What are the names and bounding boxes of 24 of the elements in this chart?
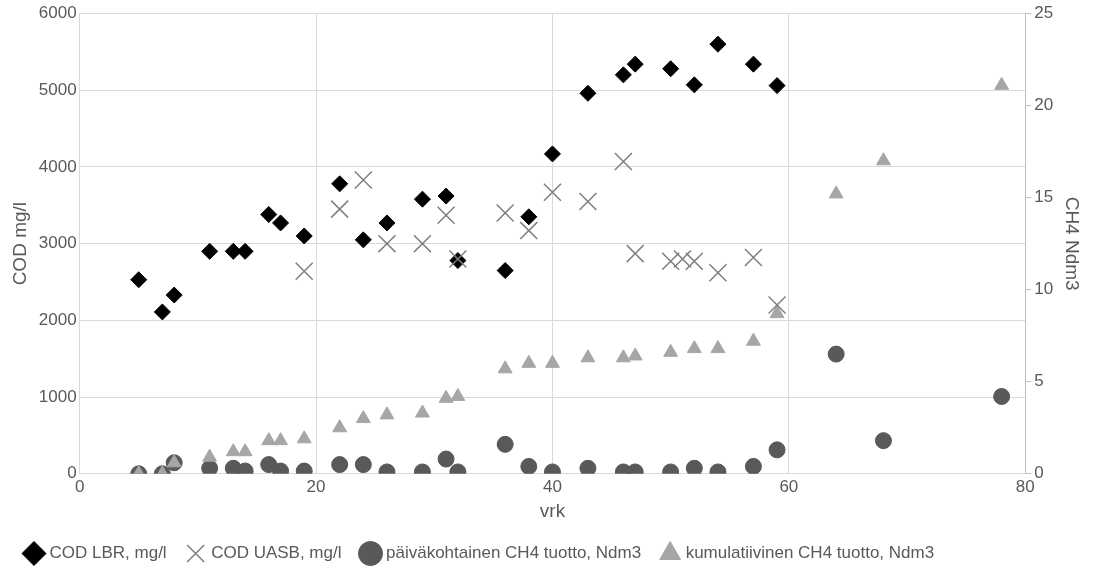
legend-label: kumulatiivinen CH4 tuotto, Ndm3 bbox=[685, 543, 935, 563]
legend-label: COD UASB, mg/l bbox=[211, 543, 342, 563]
y-tick-label: 1000 bbox=[38, 386, 77, 406]
legend-label: päiväkohtainen CH4 tuotto, Ndm3 bbox=[385, 543, 642, 563]
x-axis-title: vrk bbox=[539, 499, 566, 521]
y2-tick-label: 20 bbox=[1034, 95, 1054, 115]
y2-tick-label: 25 bbox=[1034, 3, 1054, 23]
y2-tick-label: 10 bbox=[1034, 279, 1054, 299]
legend-label: COD LBR, mg/l bbox=[49, 543, 167, 563]
y-tick-label: 5000 bbox=[38, 79, 77, 99]
y2-axis-title: CH4 Ndm3 bbox=[1062, 196, 1084, 291]
y-tick-label: 3000 bbox=[38, 233, 77, 253]
y2-tick-label: 0 bbox=[1034, 463, 1044, 483]
y2-tick-label: 5 bbox=[1034, 371, 1044, 391]
y-tick-label: 2000 bbox=[38, 310, 77, 330]
x-tick-label: 60 bbox=[779, 476, 799, 496]
y-axis-title: COD mg/l bbox=[8, 201, 30, 286]
y-tick-label: 4000 bbox=[38, 156, 77, 176]
x-tick-label: 20 bbox=[306, 476, 326, 496]
x-tick-label: 40 bbox=[542, 476, 562, 496]
y-tick-label: 6000 bbox=[38, 3, 77, 23]
x-tick-label: 80 bbox=[1015, 476, 1035, 496]
y-tick-label: 0 bbox=[67, 463, 77, 483]
y2-tick-label: 15 bbox=[1034, 187, 1054, 207]
